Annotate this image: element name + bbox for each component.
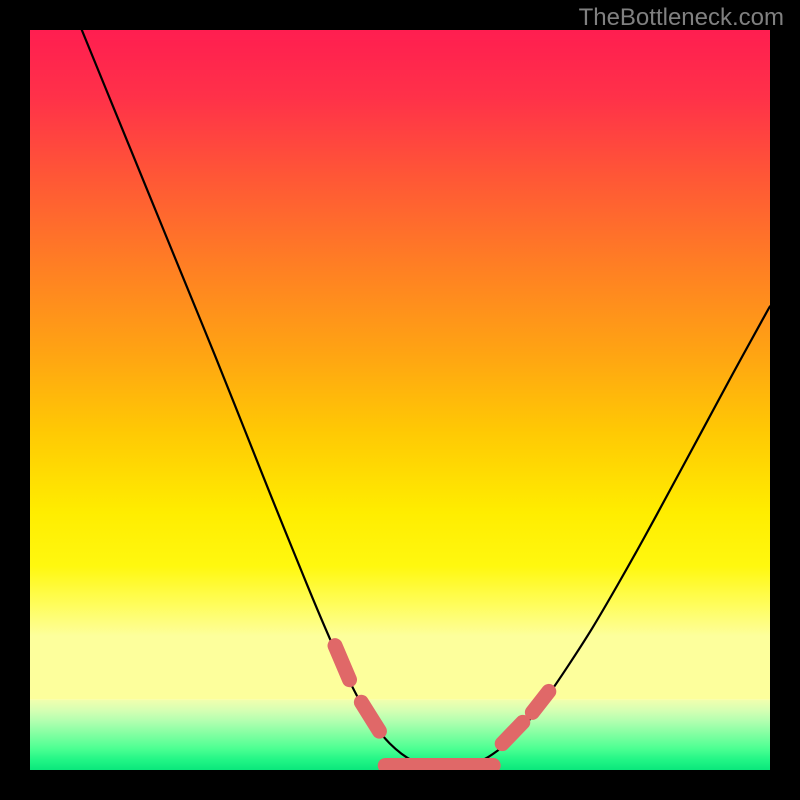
frame-bottom xyxy=(0,770,800,800)
marker-right-cap-lower xyxy=(502,722,523,743)
frame-right xyxy=(770,0,800,800)
curve-left-arm xyxy=(82,30,437,767)
watermark-label: TheBottleneck.com xyxy=(579,4,784,32)
plot-background xyxy=(30,30,770,700)
chart-svg xyxy=(0,0,800,800)
good-zone-band xyxy=(30,700,770,770)
marker-left-cap-upper xyxy=(335,646,349,680)
chart-frame: TheBottleneck.com xyxy=(0,0,800,800)
frame-left xyxy=(0,0,30,800)
marker-left-cap-lower xyxy=(361,702,379,731)
curve-right-arm xyxy=(437,306,770,767)
marker-right-cap-upper xyxy=(532,691,548,712)
